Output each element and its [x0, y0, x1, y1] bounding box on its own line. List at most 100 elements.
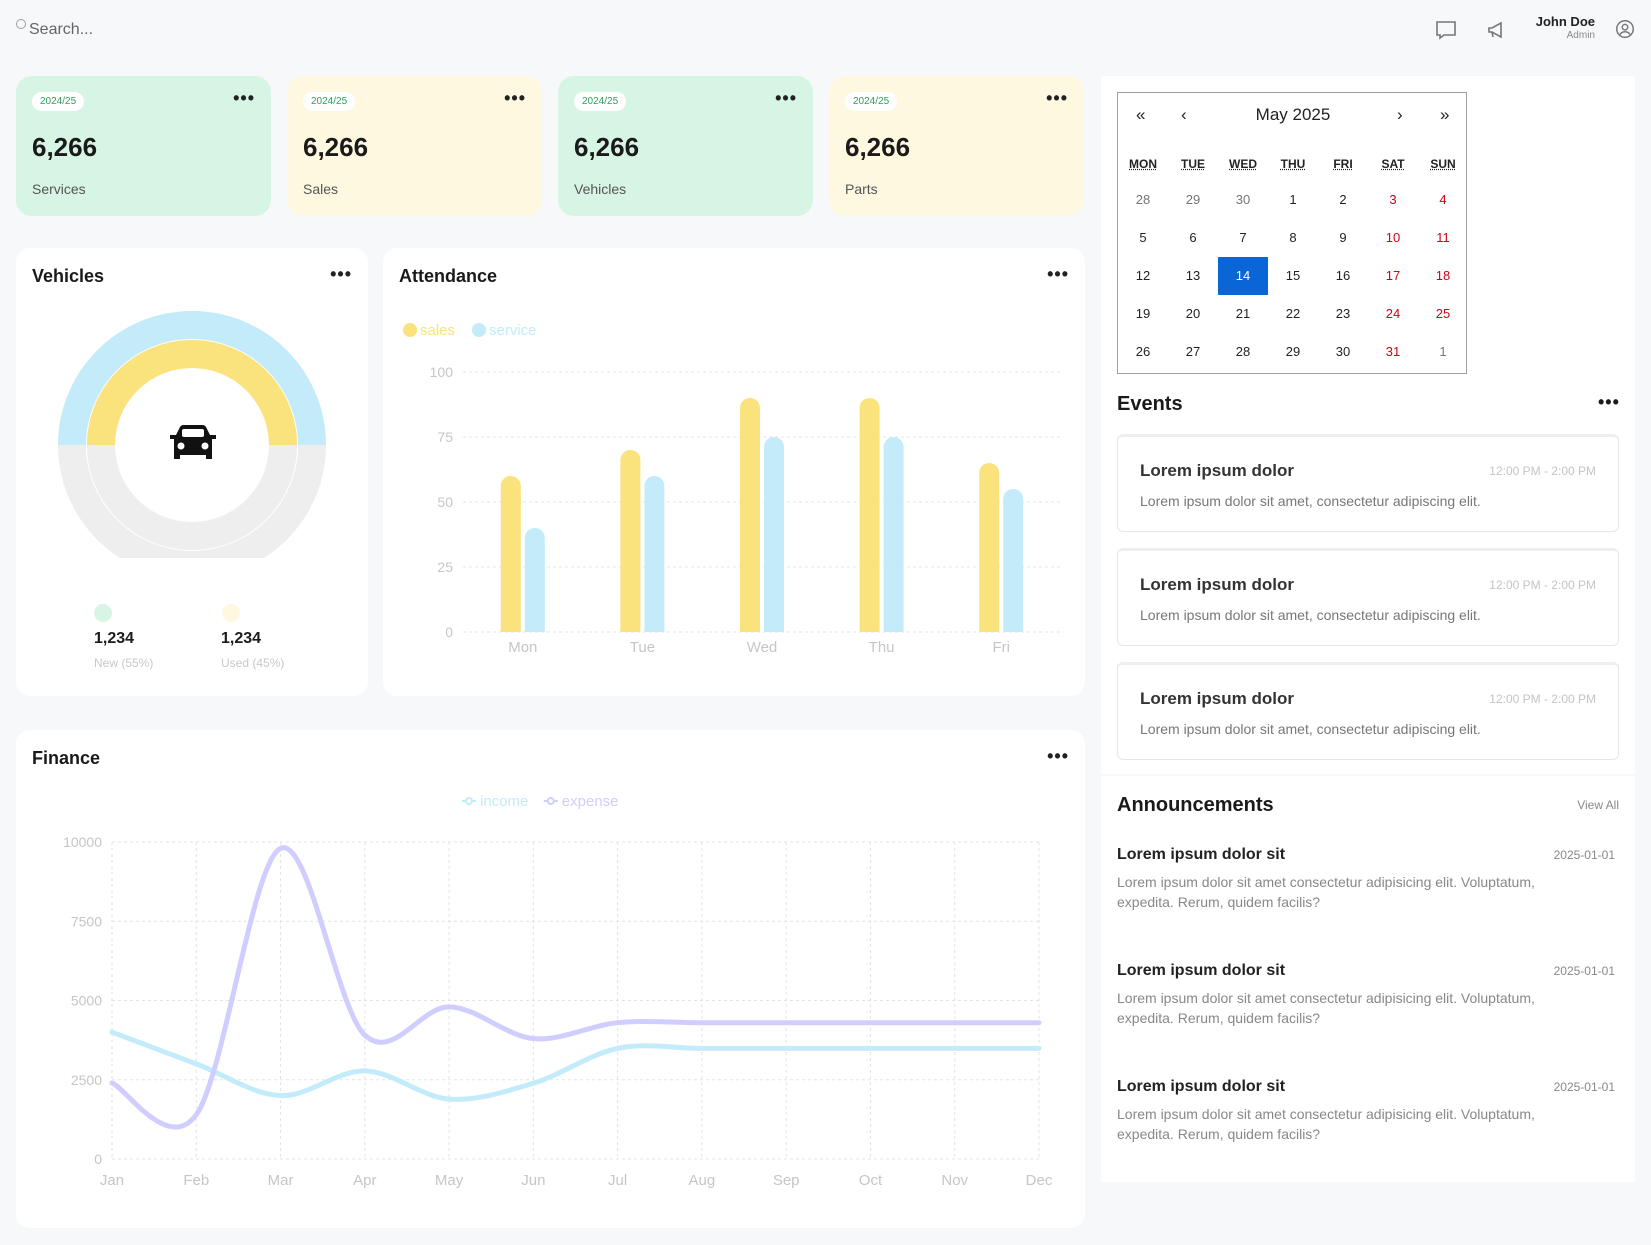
panel-title: Attendance	[399, 266, 498, 286]
year-badge: 2024/25	[303, 92, 356, 111]
calendar-day[interactable]: 15	[1285, 268, 1301, 283]
more-icon[interactable]: •••	[1047, 264, 1069, 284]
calendar-day[interactable]: 27	[1185, 344, 1201, 359]
calendar-day[interactable]: 17	[1385, 268, 1401, 283]
bar-sales[interactable]	[979, 463, 1000, 632]
search-box[interactable]	[16, 16, 336, 44]
calendar-day[interactable]: 24	[1385, 306, 1401, 321]
calendar-prev-button[interactable]: ‹	[1181, 105, 1187, 124]
bar-sales[interactable]	[620, 450, 641, 632]
calendar-next-button[interactable]: ›	[1397, 105, 1403, 124]
x-tick-label: Tue	[630, 639, 655, 656]
more-icon[interactable]: •••	[330, 264, 352, 284]
calendar-day[interactable]: 29	[1285, 344, 1301, 359]
bar-service[interactable]	[883, 437, 904, 632]
announcements-title: Announcements	[1117, 794, 1274, 816]
bar-sales[interactable]	[500, 476, 521, 632]
bar-service[interactable]	[1003, 489, 1024, 632]
stat-card-services[interactable]: 2024/25 ••• 6,266 Services	[16, 76, 271, 216]
bar-service[interactable]	[524, 528, 545, 632]
announcement-item[interactable]: Lorem ipsum dolor sit 2025-01-01 Lorem i…	[1101, 1078, 1635, 1178]
bar-sales[interactable]	[859, 398, 880, 632]
calendar-day[interactable]: 1	[1439, 344, 1447, 359]
calendar-day[interactable]: 30	[1335, 344, 1351, 359]
calendar-day[interactable]: 11	[1436, 230, 1450, 245]
calendar-day[interactable]: 16	[1335, 268, 1351, 283]
user-info[interactable]: John Doe Admin	[1525, 14, 1595, 41]
calendar-day[interactable]: 18	[1435, 268, 1451, 283]
calendar-next-year-button[interactable]: »	[1440, 105, 1450, 124]
calendar-day[interactable]: 14	[1218, 257, 1268, 295]
calendar-day[interactable]: 30	[1235, 192, 1251, 207]
user-icon[interactable]	[1614, 18, 1638, 42]
announcement-item[interactable]: Lorem ipsum dolor sit 2025-01-01 Lorem i…	[1101, 846, 1635, 946]
calendar-day[interactable]: 8	[1289, 230, 1297, 245]
x-tick-label: Oct	[859, 1172, 883, 1189]
more-icon[interactable]: •••	[504, 88, 526, 108]
donut-slice-new[interactable]	[58, 311, 326, 446]
event-item[interactable]: Lorem ipsum dolor 12:00 PM - 2:00 PM Lor…	[1117, 548, 1619, 646]
announcement-item[interactable]: Lorem ipsum dolor sit 2025-01-01 Lorem i…	[1101, 962, 1635, 1062]
donut-slice-used[interactable]	[87, 340, 297, 446]
calendar-day[interactable]: 26	[1135, 344, 1151, 359]
x-tick-label: Fri	[992, 639, 1010, 656]
year-badge: 2024/25	[574, 92, 627, 111]
calendar-day[interactable]: 31	[1385, 344, 1401, 359]
x-tick-label: Thu	[869, 639, 895, 656]
line-income[interactable]	[109, 1029, 1042, 1102]
calendar-day[interactable]: 7	[1239, 230, 1247, 245]
calendar-day[interactable]: 2	[1339, 192, 1347, 207]
legend-label: income	[480, 793, 528, 810]
stat-card-vehicles[interactable]: 2024/25 ••• 6,266 Vehicles	[558, 76, 813, 216]
calendar-day[interactable]: 9	[1339, 230, 1347, 245]
x-tick-label: Mon	[508, 639, 537, 656]
calendar-day[interactable]: 6	[1189, 230, 1197, 245]
calendar-title: May 2025	[1255, 105, 1331, 124]
bar-service[interactable]	[764, 437, 784, 632]
panel-title: Vehicles	[32, 266, 105, 286]
calendar-day[interactable]: 10	[1385, 230, 1401, 245]
calendar-day[interactable]: 12	[1135, 268, 1151, 283]
calendar-day[interactable]: 28	[1235, 344, 1251, 359]
calendar-day[interactable]: 13	[1185, 268, 1201, 283]
announcement-title: Lorem ipsum dolor sit	[1117, 846, 1286, 863]
message-icon[interactable]	[1434, 18, 1458, 42]
more-icon[interactable]: •••	[1047, 746, 1069, 766]
more-icon[interactable]: •••	[1046, 88, 1068, 108]
calendar-day[interactable]: 4	[1439, 192, 1447, 207]
stat-card-parts[interactable]: 2024/25 ••• 6,266 Parts	[829, 76, 1084, 216]
bar-sales[interactable]	[740, 398, 760, 632]
calendar-day[interactable]: 28	[1135, 192, 1151, 207]
more-icon[interactable]: •••	[233, 88, 255, 108]
more-icon[interactable]: •••	[1598, 392, 1620, 412]
view-all-link[interactable]: View All	[1577, 798, 1619, 812]
announcement-icon[interactable]	[1486, 18, 1510, 42]
x-tick-label: May	[435, 1172, 464, 1189]
calendar-day[interactable]: 19	[1135, 306, 1151, 321]
announcement-date: 2025-01-01	[1553, 848, 1615, 862]
calendar-day[interactable]: 3	[1389, 192, 1397, 207]
vehicles-chart	[58, 311, 326, 558]
calendar-day[interactable]: 1	[1289, 192, 1297, 207]
event-item[interactable]: Lorem ipsum dolor 12:00 PM - 2:00 PM Lor…	[1117, 434, 1619, 532]
event-item[interactable]: Lorem ipsum dolor 12:00 PM - 2:00 PM Lor…	[1117, 662, 1619, 760]
search-input[interactable]	[29, 21, 309, 39]
legend-marker-dot	[465, 797, 473, 805]
calendar-day[interactable]: 25	[1435, 306, 1451, 321]
more-icon[interactable]: •••	[775, 88, 797, 108]
y-tick-label: 10000	[63, 834, 102, 850]
legend-dot-used	[222, 604, 240, 622]
line-expense[interactable]	[109, 845, 1042, 1130]
stat-card-sales[interactable]: 2024/25 ••• 6,266 Sales	[287, 76, 542, 216]
calendar-day[interactable]: 20	[1185, 306, 1201, 321]
calendar-day[interactable]: 21	[1235, 306, 1251, 321]
user-role: Admin	[1566, 30, 1595, 41]
calendar-day[interactable]: 22	[1285, 306, 1301, 321]
calendar-day[interactable]: 5	[1139, 230, 1147, 245]
calendar-day[interactable]: 23	[1335, 306, 1351, 321]
bar-service[interactable]	[644, 476, 665, 632]
weekday-label: SUN	[1430, 157, 1456, 171]
calendar-prev-year-button[interactable]: «	[1136, 105, 1146, 124]
new-count: 1,234	[94, 630, 135, 647]
calendar-day[interactable]: 29	[1185, 192, 1201, 207]
